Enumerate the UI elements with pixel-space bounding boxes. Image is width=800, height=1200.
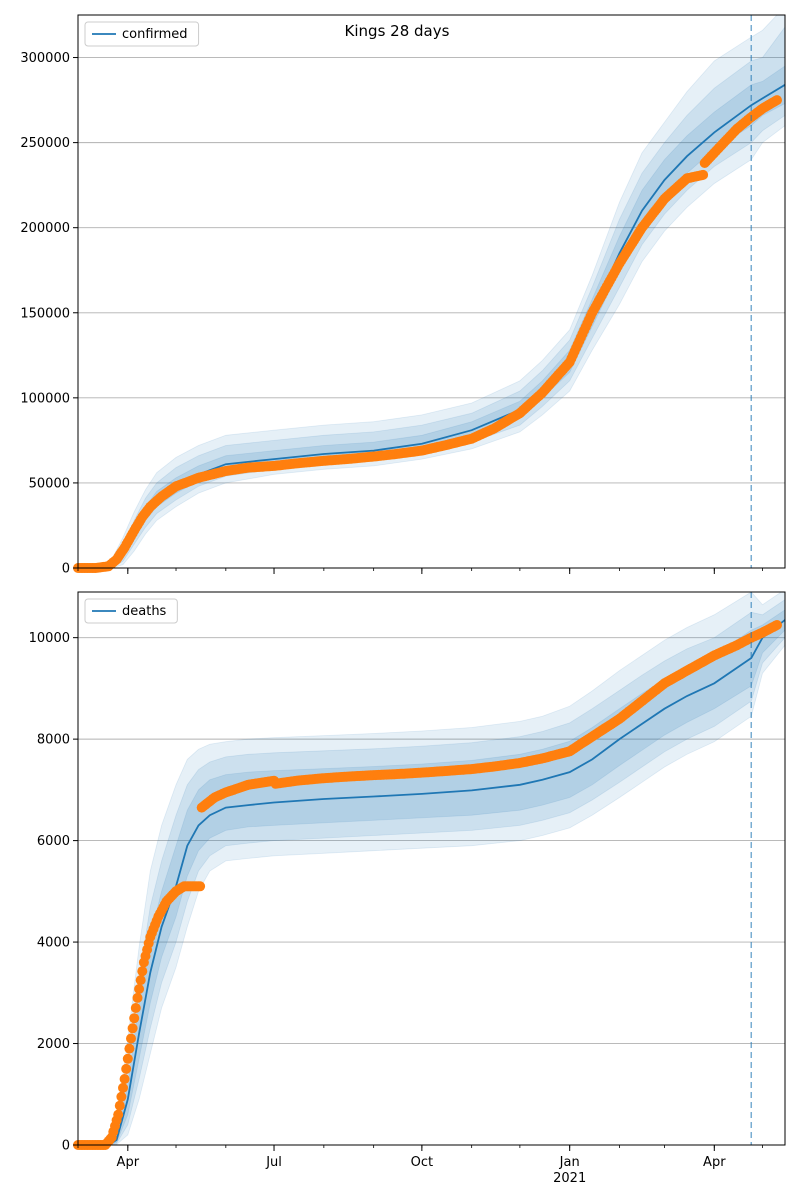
y-tick-label: 300000 bbox=[20, 51, 70, 66]
observed-point bbox=[122, 1053, 133, 1064]
band80-interval bbox=[78, 599, 785, 1145]
band50-interval bbox=[78, 609, 785, 1145]
y-tick-label: 4000 bbox=[37, 936, 70, 951]
y-tick-label: 150000 bbox=[20, 306, 70, 321]
confirmed-legend: confirmed bbox=[84, 21, 200, 47]
x-tick-label: Jan bbox=[559, 1155, 580, 1170]
observed-point bbox=[132, 992, 143, 1003]
confirmed-panel: 0 50000 100000 150000 200000 250000 300000 con… bbox=[20, 14, 786, 577]
observed-point bbox=[698, 169, 709, 180]
x-tick-label: Apr bbox=[703, 1155, 726, 1170]
observed-point bbox=[113, 1109, 124, 1120]
deaths-legend-box bbox=[84, 598, 178, 624]
y-tick-label: 10000 bbox=[29, 631, 70, 646]
confirmed-legend-box bbox=[84, 21, 200, 47]
confirmed-axes-frame bbox=[77, 14, 786, 569]
y-tick-label: 8000 bbox=[37, 733, 70, 748]
y-tick-label: 200000 bbox=[20, 221, 70, 236]
observed-point bbox=[114, 1100, 125, 1111]
observed-point bbox=[772, 620, 782, 630]
x-tick-sublabel: 2021 bbox=[553, 1171, 586, 1186]
axes-frame bbox=[77, 591, 786, 1146]
observed-point bbox=[195, 881, 206, 892]
observed-point bbox=[127, 1023, 138, 1034]
y-tick-label: 0 bbox=[62, 1139, 70, 1154]
observed-point bbox=[119, 1074, 130, 1084]
y-tick-label: 0 bbox=[62, 562, 70, 577]
observed-point bbox=[124, 1043, 135, 1054]
axes-frame bbox=[77, 14, 786, 569]
chart-title: Kings 28 days bbox=[345, 22, 450, 40]
observed-point bbox=[130, 1003, 141, 1013]
observed-point bbox=[137, 966, 148, 977]
y-tick-label: 6000 bbox=[37, 834, 70, 849]
median-line bbox=[78, 619, 785, 1145]
deaths-y-ticks: 0 2000 4000 6000 8000 10000 bbox=[29, 631, 78, 1154]
x-tick-label: Jul bbox=[265, 1155, 282, 1170]
deaths-median bbox=[78, 619, 785, 1145]
x-tick-label: Oct bbox=[411, 1155, 433, 1170]
observed-point bbox=[116, 1091, 127, 1102]
observed-point bbox=[134, 984, 145, 994]
x-tick-label: Apr bbox=[117, 1155, 140, 1170]
observed-point bbox=[126, 1033, 136, 1044]
observed-point bbox=[121, 1063, 132, 1074]
observed-point bbox=[772, 95, 782, 106]
observed-point bbox=[129, 1013, 140, 1024]
confirmed-legend-label: confirmed bbox=[122, 27, 188, 42]
y-tick-label: 50000 bbox=[29, 476, 70, 491]
deaths-observed-points bbox=[73, 620, 782, 1150]
deaths-axes-frame bbox=[77, 591, 786, 1146]
y-tick-label: 2000 bbox=[37, 1037, 70, 1052]
confirmed-y-ticks: 0 50000 100000 150000 200000 250000 300000 bbox=[20, 51, 78, 577]
observed-point bbox=[118, 1082, 128, 1093]
y-tick-label: 250000 bbox=[20, 136, 70, 151]
deaths-legend-label: deaths bbox=[122, 604, 167, 619]
deaths-legend: deaths bbox=[84, 598, 178, 624]
y-tick-label: 100000 bbox=[20, 391, 70, 406]
observed-point bbox=[135, 975, 146, 986]
confirmed-x-ticks bbox=[77, 568, 763, 574]
